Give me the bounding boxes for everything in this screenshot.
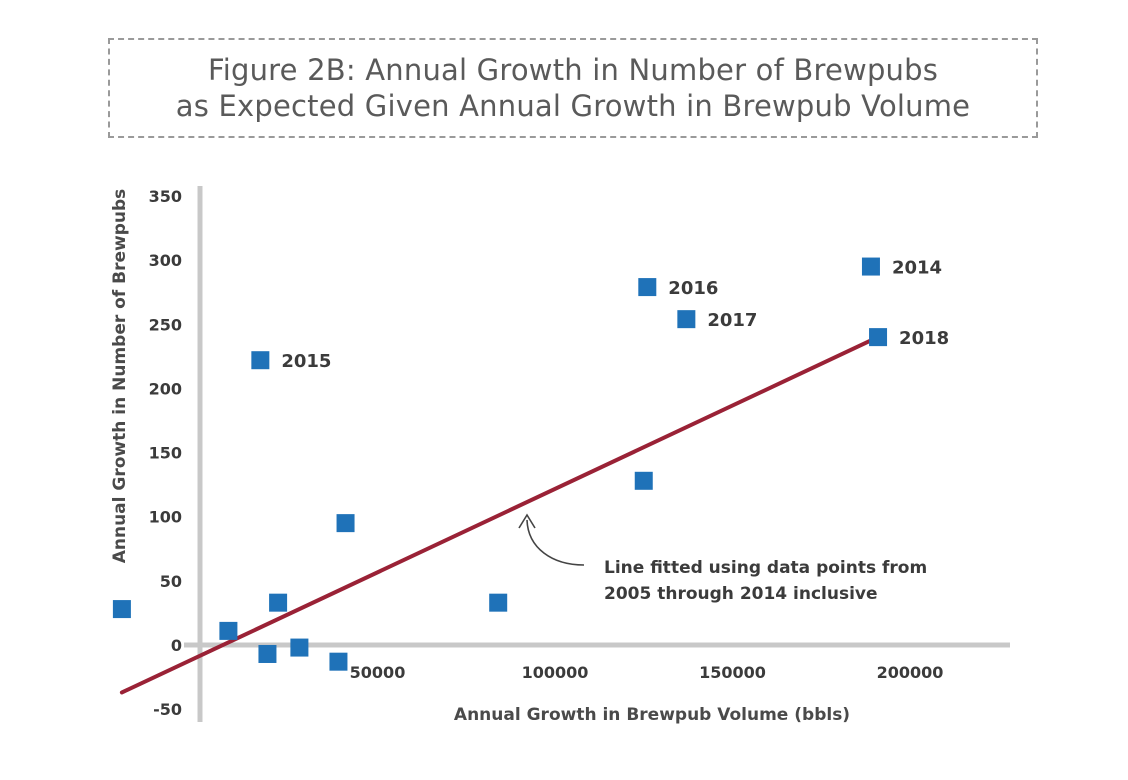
y-tick-label: 250 xyxy=(149,315,182,334)
point-label: 2018 xyxy=(899,328,949,349)
data-point xyxy=(219,621,238,640)
data-point xyxy=(634,471,653,490)
data-point xyxy=(329,652,348,671)
data-point xyxy=(638,278,657,297)
y-tick-label: -50 xyxy=(153,700,182,719)
y-tick-label: 300 xyxy=(149,251,182,270)
point-label: 2017 xyxy=(707,310,757,331)
data-point xyxy=(269,593,288,612)
data-point xyxy=(336,514,355,533)
annotation-arrow-head xyxy=(518,513,536,529)
y-tick-label: 350 xyxy=(149,187,182,206)
chart-title-line-1: Figure 2B: Annual Growth in Number of Br… xyxy=(207,53,939,87)
data-point xyxy=(861,257,880,276)
data-point xyxy=(489,593,508,612)
annotation-text: Line fitted using data points from xyxy=(604,558,927,578)
data-point xyxy=(251,351,270,370)
chart-title-line-2: as Expected Given Annual Growth in Brewp… xyxy=(175,89,971,123)
data-point xyxy=(869,328,888,347)
point-labels: 2015 2016 2017 2014 2018 xyxy=(281,258,949,373)
y-tick-label: 200 xyxy=(149,379,182,398)
y-tick-label: 0 xyxy=(171,636,182,655)
point-label: 2015 xyxy=(281,351,331,372)
y-tick-label: 100 xyxy=(149,508,182,527)
data-point xyxy=(112,600,131,619)
x-axis-label: Annual Growth in Brewpub Volume (bbls) xyxy=(454,705,850,725)
annotation-text: 2005 through 2014 inclusive xyxy=(604,584,878,604)
data-point xyxy=(290,638,309,657)
x-tick-label: 200000 xyxy=(877,663,944,682)
annotation: Line fitted using data points from 2005 t… xyxy=(518,513,927,604)
annotation-arrow-curve xyxy=(526,519,585,566)
points-layer xyxy=(112,257,888,671)
axes xyxy=(184,186,1010,722)
x-tick-label: 150000 xyxy=(699,663,766,682)
x-tick-label: 50000 xyxy=(350,663,406,682)
data-point xyxy=(677,310,696,329)
point-label: 2016 xyxy=(668,278,718,299)
point-label: 2014 xyxy=(892,258,942,279)
x-tick-label: 100000 xyxy=(522,663,589,682)
y-axis-label: Annual Growth in Number of Brewpubs xyxy=(110,189,130,564)
tick-labels: 350 300 250 200 150 100 50 0 -50 50000 100000 15000… xyxy=(149,187,944,719)
chart-title-box: Figure 2B: Annual Growth in Number of Br… xyxy=(108,38,1038,138)
data-point xyxy=(258,644,277,663)
y-tick-label: 50 xyxy=(160,572,182,591)
fit-line xyxy=(119,335,881,695)
y-tick-label: 150 xyxy=(149,444,182,463)
fit-line-layer xyxy=(119,335,881,695)
